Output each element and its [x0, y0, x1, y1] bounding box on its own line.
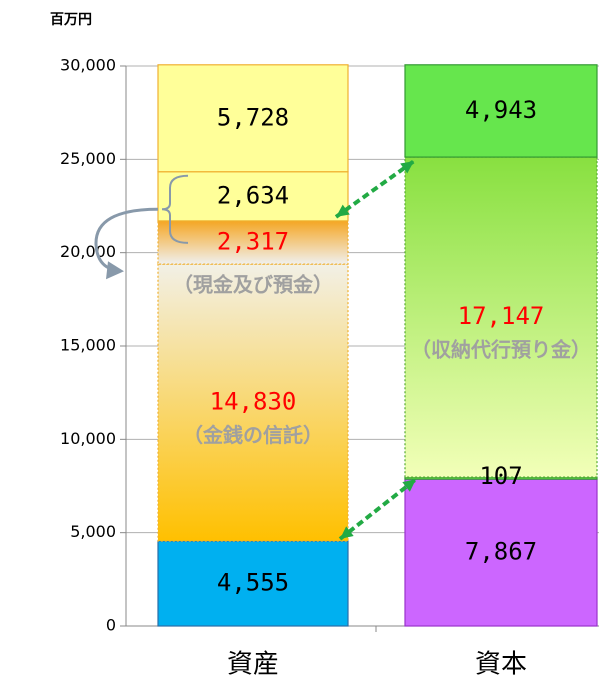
arrow-head: [340, 526, 354, 539]
arrow: [338, 477, 418, 541]
annotation: （現金及び預金）: [173, 273, 333, 297]
value-label: 5,728: [217, 103, 289, 131]
y-axis-label: 百万円: [50, 12, 92, 28]
arrow-head: [336, 204, 350, 217]
value-label: 2,634: [217, 181, 289, 209]
value-label: 4,943: [465, 96, 537, 124]
bar-segment: [157, 64, 349, 173]
arrow-head: [402, 479, 416, 492]
value-label: 7,867: [465, 538, 537, 566]
y-tick-label: 10,000: [60, 429, 116, 448]
curved-arrow-head: [106, 261, 124, 280]
value-label: 4,555: [217, 568, 289, 596]
arrow-head: [400, 161, 414, 174]
y-tick-label: 25,000: [60, 149, 116, 168]
bar-segment: [157, 540, 349, 627]
y-tick-label: 15,000: [60, 336, 116, 355]
x-tick-label: 資本: [475, 650, 527, 680]
value-label: 2,317: [217, 228, 289, 256]
curved-arrow: [94, 207, 159, 271]
arrow: [334, 159, 416, 219]
bar-segment: [157, 220, 349, 265]
bar-segment: [404, 156, 598, 478]
y-tick-label: 0: [106, 616, 116, 635]
x-tick-label: 資産: [227, 650, 279, 680]
y-tick-label: 30,000: [60, 56, 116, 75]
value-label: 107: [479, 462, 522, 490]
annotation: （金銭の信託）: [183, 423, 323, 447]
annotation: （収納代行預り金）: [411, 338, 591, 362]
bar-segment: [404, 64, 598, 158]
value-label: 14,830: [210, 388, 297, 416]
bar-segment: [157, 171, 349, 222]
value-label: 17,147: [458, 302, 545, 330]
brace: [161, 174, 189, 244]
y-tick-label: 5,000: [70, 522, 116, 541]
bar-segment: [404, 478, 598, 627]
y-tick-label: 20,000: [60, 242, 116, 261]
bar-segment: [157, 263, 349, 542]
